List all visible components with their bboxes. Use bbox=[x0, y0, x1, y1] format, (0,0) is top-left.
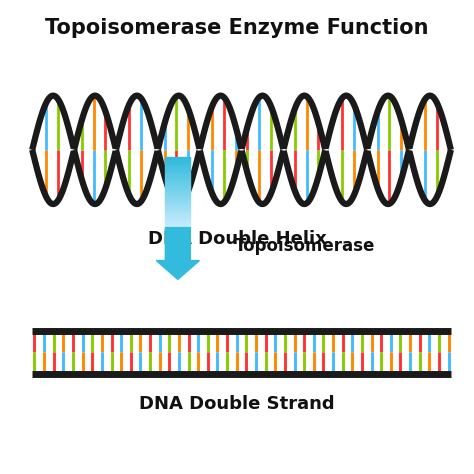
Bar bbox=[165, 223, 191, 225]
Bar bbox=[165, 213, 191, 216]
Bar bbox=[165, 218, 191, 220]
Text: Topoisomerase Enzyme Function: Topoisomerase Enzyme Function bbox=[45, 18, 429, 38]
Bar bbox=[165, 201, 191, 204]
Bar bbox=[165, 181, 191, 183]
Bar bbox=[165, 209, 191, 211]
Bar bbox=[165, 157, 191, 159]
Text: DNA Double Helix: DNA Double Helix bbox=[147, 230, 327, 248]
Bar bbox=[165, 192, 191, 195]
Bar bbox=[165, 171, 191, 173]
Bar bbox=[165, 197, 191, 199]
Bar bbox=[165, 199, 191, 201]
Text: DNA Double Strand: DNA Double Strand bbox=[139, 395, 335, 413]
Bar bbox=[165, 164, 191, 166]
Text: Topoisomerase: Topoisomerase bbox=[235, 237, 375, 255]
Bar bbox=[165, 178, 191, 181]
FancyArrow shape bbox=[156, 228, 200, 279]
Bar bbox=[165, 190, 191, 192]
Bar bbox=[165, 225, 191, 228]
Bar bbox=[165, 173, 191, 176]
Bar bbox=[165, 185, 191, 188]
Bar bbox=[165, 159, 191, 162]
Bar bbox=[165, 206, 191, 209]
Bar bbox=[165, 183, 191, 185]
Bar bbox=[165, 162, 191, 164]
Bar bbox=[165, 204, 191, 206]
Bar bbox=[165, 176, 191, 178]
Bar bbox=[165, 211, 191, 213]
Bar bbox=[165, 195, 191, 197]
Bar bbox=[165, 220, 191, 223]
Bar bbox=[165, 169, 191, 171]
Bar bbox=[165, 188, 191, 190]
Bar bbox=[165, 166, 191, 169]
Bar bbox=[165, 216, 191, 218]
